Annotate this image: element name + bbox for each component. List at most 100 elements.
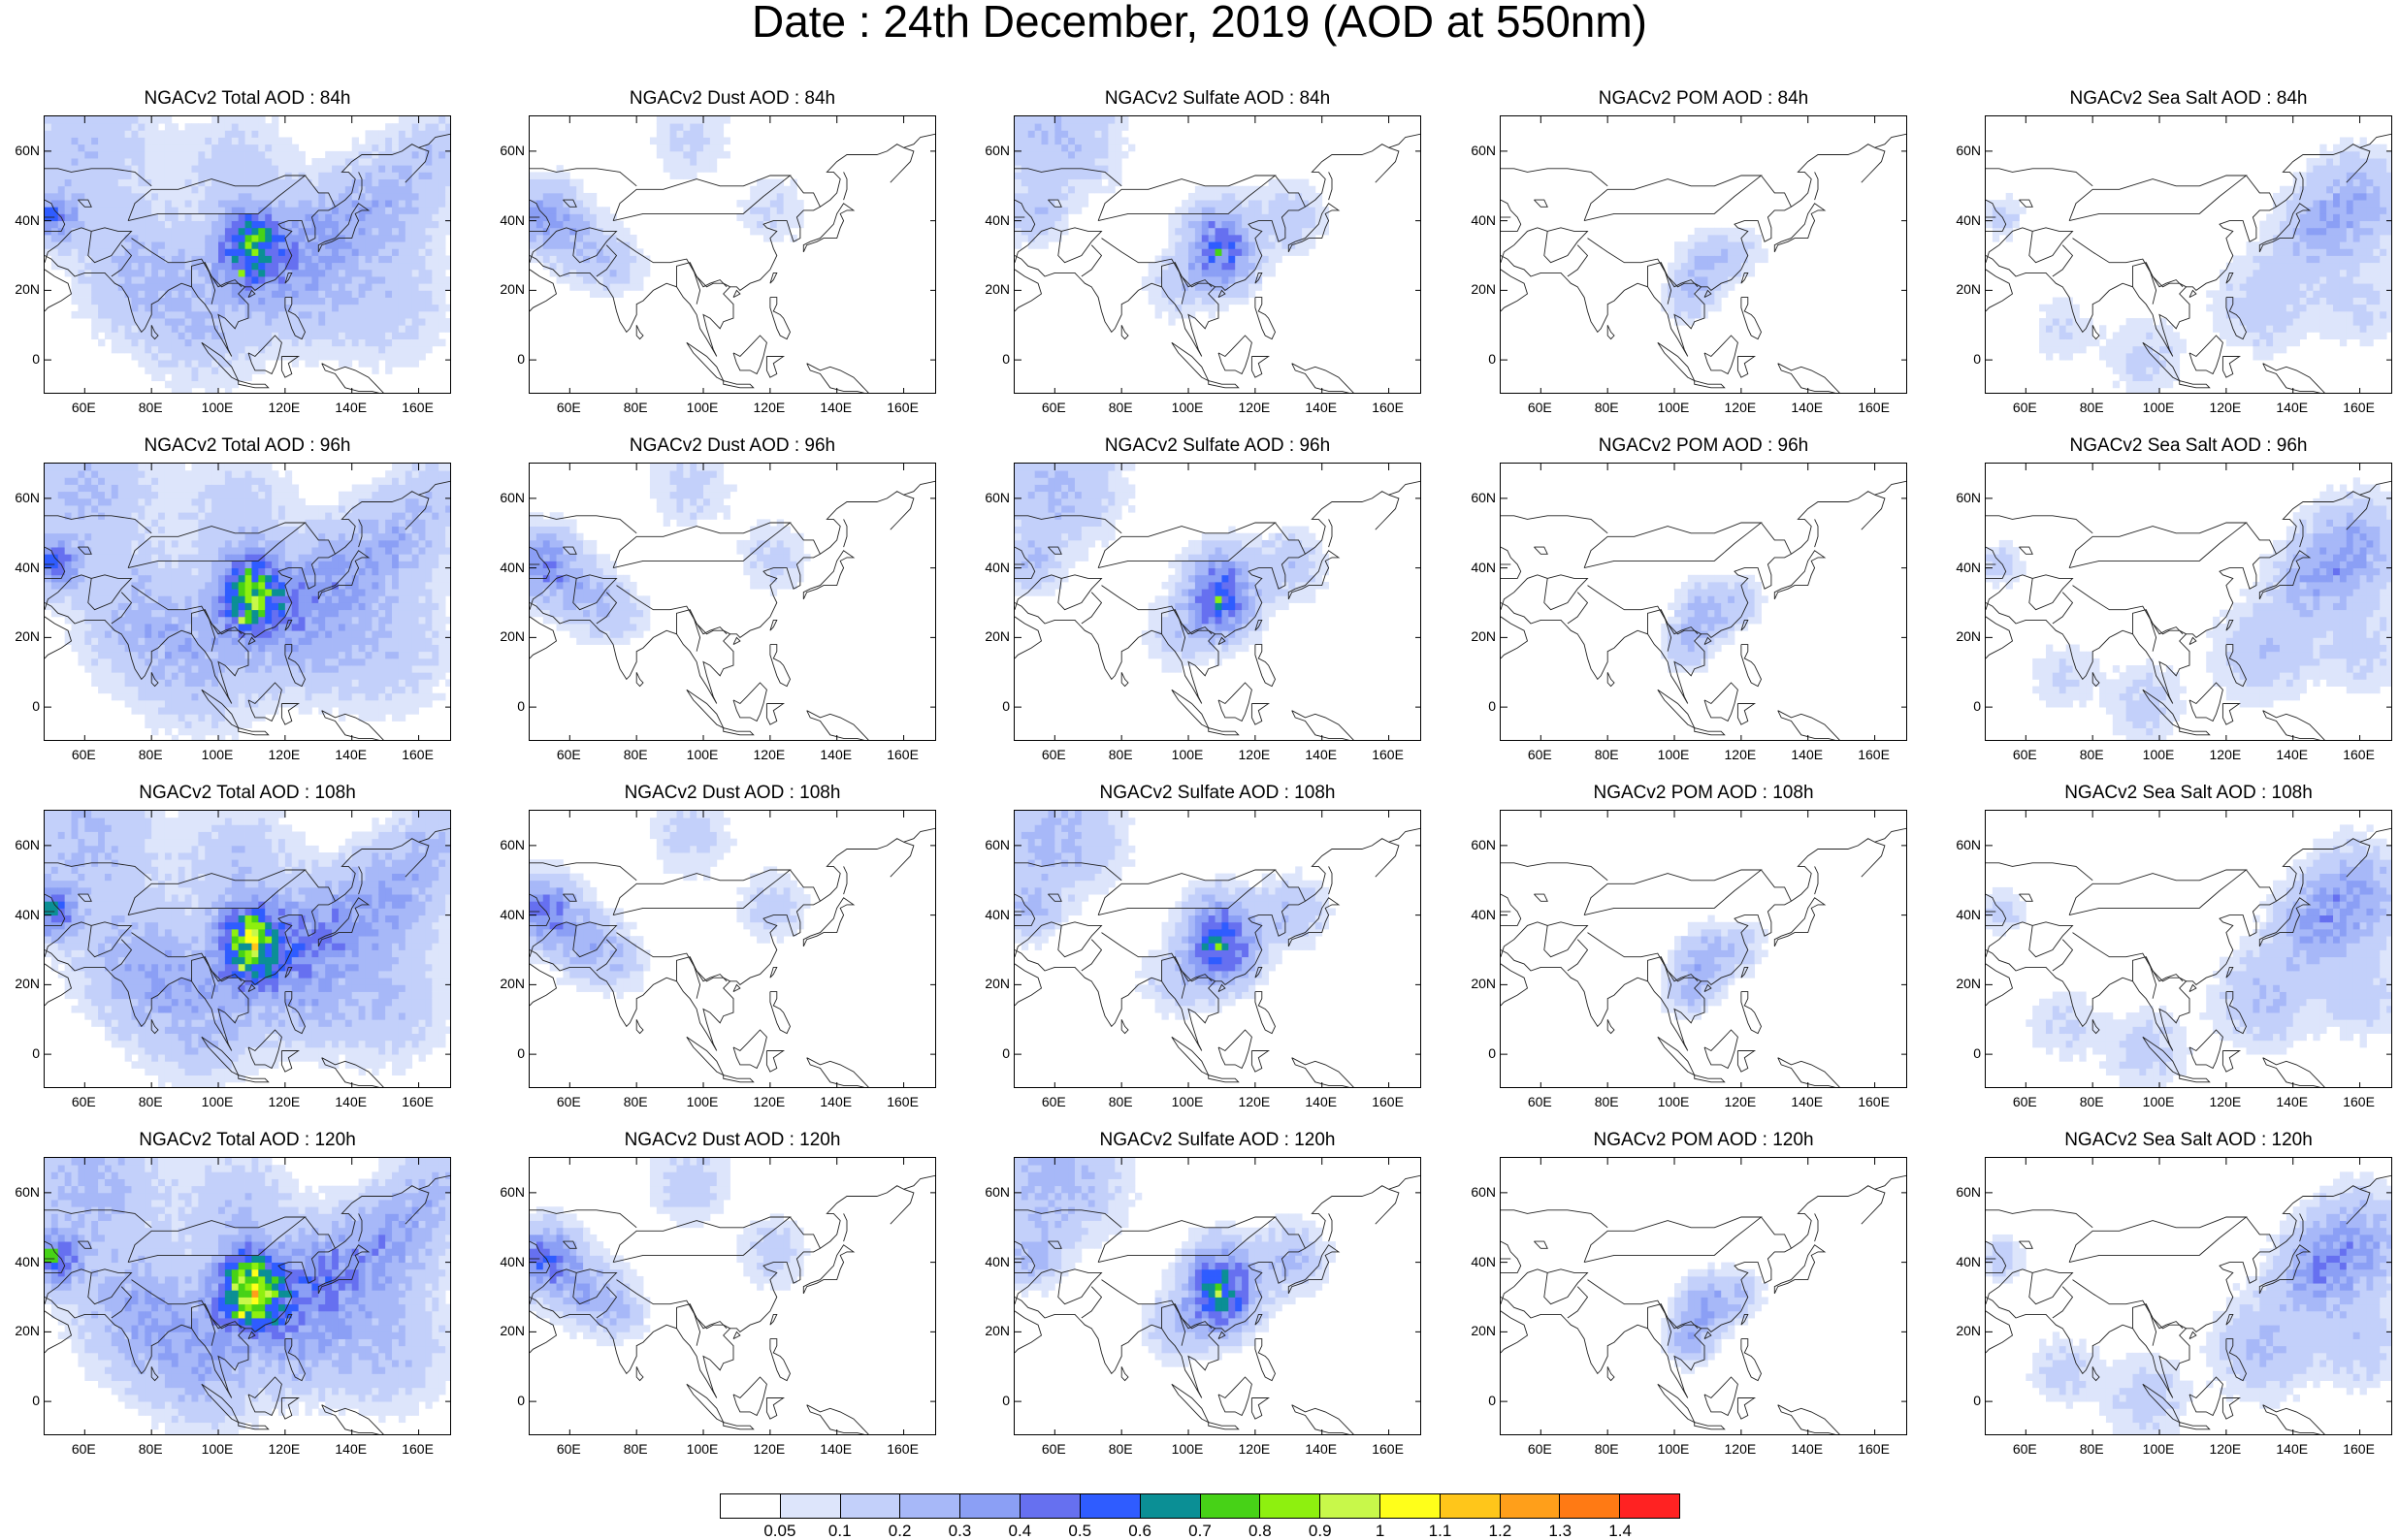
panel-title: NGACv2 Total AOD : 96h xyxy=(144,435,351,456)
axis-ticks xyxy=(530,116,935,393)
longitude-tick-label: 100E xyxy=(201,747,234,762)
latitude-labels: 60N 40N 20N 0 xyxy=(496,463,525,741)
map-frame xyxy=(1985,115,2392,394)
longitude-tick-label: 80E xyxy=(2079,1441,2104,1457)
aod-field-map xyxy=(1501,116,1906,393)
latitude-tick-label: 0 xyxy=(1973,1045,1981,1062)
longitude-tick-label: 100E xyxy=(686,1094,719,1109)
map-frame xyxy=(1014,810,1421,1088)
colorbar-swatch xyxy=(1440,1494,1501,1518)
colorbar-swatch xyxy=(1620,1494,1679,1518)
coastlines xyxy=(1501,480,1906,740)
longitude-tick-label: 60E xyxy=(1527,1094,1552,1109)
axis-ticks xyxy=(1986,464,2391,740)
longitude-tick-label: 160E xyxy=(1372,1094,1404,1109)
map-frame xyxy=(1500,810,1907,1088)
longitude-tick-label: 100E xyxy=(201,400,234,415)
map-panel-dust-84h: NGACv2 Dust AOD : 84h 60N 40N 20N 0 60E 80E 100… xyxy=(500,87,936,415)
latitude-tick-label: 40N xyxy=(500,211,525,228)
latitude-labels: 60N 40N 20N 0 xyxy=(981,463,1010,741)
aod-shading xyxy=(530,811,811,1000)
aod-field-map xyxy=(1986,464,2391,740)
colorbar-tick-label: 0.2 xyxy=(888,1522,912,1540)
latitude-tick-label: 60N xyxy=(1471,489,1496,505)
longitude-tick-label: 160E xyxy=(887,400,919,415)
panel-title: NGACv2 Sea Salt AOD : 84h xyxy=(2069,88,2308,109)
colorbar-tick-label: 1.2 xyxy=(1488,1522,1512,1540)
latitude-tick-label: 40N xyxy=(1471,906,1496,922)
longitude-tick-label: 160E xyxy=(402,747,434,762)
longitude-labels: 60E 80E 100E 120E 140E 160E xyxy=(1014,400,1421,417)
longitude-tick-label: 120E xyxy=(2209,747,2242,762)
coastlines xyxy=(45,480,450,740)
latitude-tick-label: 40N xyxy=(15,1253,40,1269)
longitude-tick-label: 80E xyxy=(1594,1441,1619,1457)
longitude-tick-label: 120E xyxy=(1724,1094,1757,1109)
coastlines xyxy=(1501,1174,1906,1434)
colorbar-swatch xyxy=(1080,1494,1141,1518)
latitude-labels: 60N 40N 20N 0 xyxy=(981,1157,1010,1435)
latitude-tick-label: 60N xyxy=(500,1183,525,1200)
map-frame xyxy=(44,115,451,394)
longitude-tick-label: 100E xyxy=(2142,1094,2175,1109)
aod-field-map xyxy=(1015,1158,1420,1434)
longitude-tick-label: 80E xyxy=(2079,747,2104,762)
latitude-tick-label: 0 xyxy=(1002,351,1010,368)
colorbar-labels: 0.05 0.1 0.2 0.3 0.4 0.5 0.6 0.7 0.8 0.9 1 1.1 1.2 1.… xyxy=(720,1523,1680,1540)
longitude-tick-label: 60E xyxy=(1041,400,1066,415)
longitude-tick-label: 100E xyxy=(201,1441,234,1457)
coastlines xyxy=(530,480,935,740)
aod-field-map xyxy=(530,464,935,740)
panel-title: NGACv2 Total AOD : 84h xyxy=(144,88,351,109)
colorbar-tick-label: 0.3 xyxy=(948,1522,972,1540)
map-frame xyxy=(44,1157,451,1435)
panel-title: NGACv2 Dust AOD : 84h xyxy=(629,88,836,109)
latitude-tick-label: 60N xyxy=(15,836,40,852)
coastlines xyxy=(1501,133,1906,393)
colorbar-tick-label: 0.5 xyxy=(1068,1522,1092,1540)
panel-title: NGACv2 Sea Salt AOD : 120h xyxy=(2064,1130,2313,1150)
map-frame xyxy=(44,463,451,741)
latitude-labels: 60N 40N 20N 0 xyxy=(1467,810,1496,1088)
panel-title: NGACv2 Sea Salt AOD : 108h xyxy=(2064,783,2313,803)
longitude-tick-label: 80E xyxy=(1108,1441,1133,1457)
latitude-tick-label: 20N xyxy=(15,628,40,645)
latitude-tick-label: 20N xyxy=(15,281,40,298)
coastlines xyxy=(45,1174,450,1434)
longitude-tick-label: 160E xyxy=(402,1094,434,1109)
latitude-tick-label: 0 xyxy=(517,698,525,715)
longitude-tick-label: 140E xyxy=(820,1094,853,1109)
colorbar-tick-label: 1 xyxy=(1375,1522,1385,1540)
colorbar-swatch xyxy=(1260,1494,1321,1518)
longitude-labels: 60E 80E 100E 120E 140E 160E xyxy=(44,400,451,417)
longitude-tick-label: 140E xyxy=(1305,1094,1338,1109)
latitude-tick-label: 20N xyxy=(500,628,525,645)
longitude-tick-label: 80E xyxy=(623,400,648,415)
coastlines xyxy=(1501,827,1906,1087)
longitude-tick-label: 140E xyxy=(1791,1441,1824,1457)
aod-field-map xyxy=(530,116,935,393)
coastlines xyxy=(45,827,450,1087)
latitude-labels: 60N 40N 20N 0 xyxy=(1467,463,1496,741)
longitude-tick-label: 60E xyxy=(71,1441,96,1457)
latitude-tick-label: 0 xyxy=(517,1045,525,1062)
aod-field-map xyxy=(45,116,450,393)
longitude-tick-label: 60E xyxy=(2012,1441,2037,1457)
map-panel-sulfate-84h: NGACv2 Sulfate AOD : 84h 60N 40N 20N 0 60E 80E… xyxy=(985,87,1421,415)
axis-ticks xyxy=(530,811,935,1087)
latitude-tick-label: 60N xyxy=(15,489,40,505)
panel-title: NGACv2 Sea Salt AOD : 96h xyxy=(2069,435,2308,456)
map-frame xyxy=(529,115,936,394)
latitude-tick-label: 60N xyxy=(985,1183,1010,1200)
longitude-tick-label: 120E xyxy=(1724,400,1757,415)
longitude-tick-label: 80E xyxy=(138,1094,163,1109)
longitude-tick-label: 140E xyxy=(1305,747,1338,762)
panel-title: NGACv2 POM AOD : 120h xyxy=(1593,1130,1814,1150)
map-panel-sulfate-120h: NGACv2 Sulfate AOD : 120h 60N 40N 20N 0 60E 80… xyxy=(985,1129,1421,1457)
latitude-tick-label: 60N xyxy=(1956,836,1981,852)
map-frame xyxy=(529,1157,936,1435)
aod-shading xyxy=(1986,477,2391,740)
latitude-labels: 60N 40N 20N 0 xyxy=(11,115,40,394)
aod-field-map xyxy=(45,1158,450,1434)
latitude-tick-label: 20N xyxy=(500,281,525,298)
